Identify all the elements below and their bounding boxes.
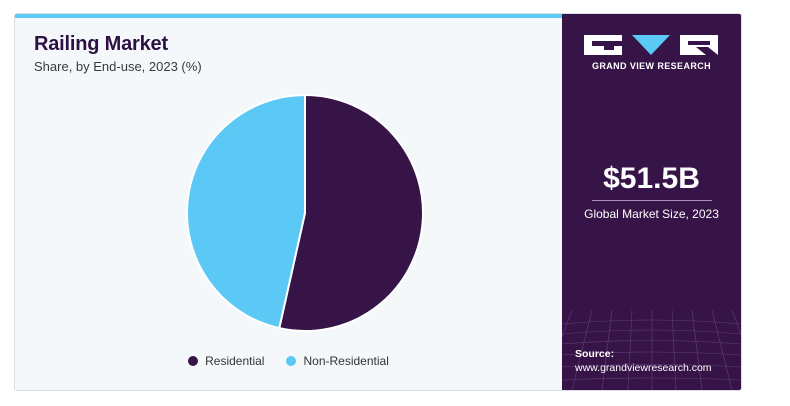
pie-slice-non-residential	[186, 93, 306, 330]
chart-legend: Residential Non-Residential	[15, 354, 562, 368]
legend-swatch-non-residential	[286, 356, 297, 366]
chart-panel: Railing Market Share, by End-use, 2023 (…	[15, 14, 562, 390]
grand-view-research-logo	[584, 35, 718, 55]
decorative-grid	[562, 310, 741, 390]
market-size-label: Global Market Size, 2023	[584, 207, 719, 221]
legend-item-non-residential: Non-Residential	[286, 354, 389, 368]
source-url[interactable]: www.grandviewresearch.com	[575, 362, 712, 374]
source-label: Source:	[575, 348, 615, 360]
summary-panel: GRAND VIEW RESEARCH $51.5B Global Market…	[562, 14, 741, 390]
legend-item-residential: Residential	[188, 354, 264, 368]
chart-title: Railing Market	[34, 33, 168, 55]
source-note: Source: www.grandviewresearch.com	[575, 347, 712, 375]
pie-slice-residential	[278, 93, 424, 332]
value-divider	[592, 200, 712, 201]
legend-label-non-residential: Non-Residential	[303, 354, 389, 368]
chart-subtitle: Share, by End-use, 2023 (%)	[34, 59, 202, 74]
infographic-card: Railing Market Share, by End-use, 2023 (…	[14, 13, 742, 391]
market-size-value: $51.5B	[603, 162, 700, 195]
legend-label-residential: Residential	[205, 354, 265, 368]
brand-name: GRAND VIEW RESEARCH	[591, 61, 712, 71]
accent-bar	[15, 14, 562, 18]
legend-swatch-residential	[188, 356, 199, 366]
pie-chart	[186, 93, 424, 332]
